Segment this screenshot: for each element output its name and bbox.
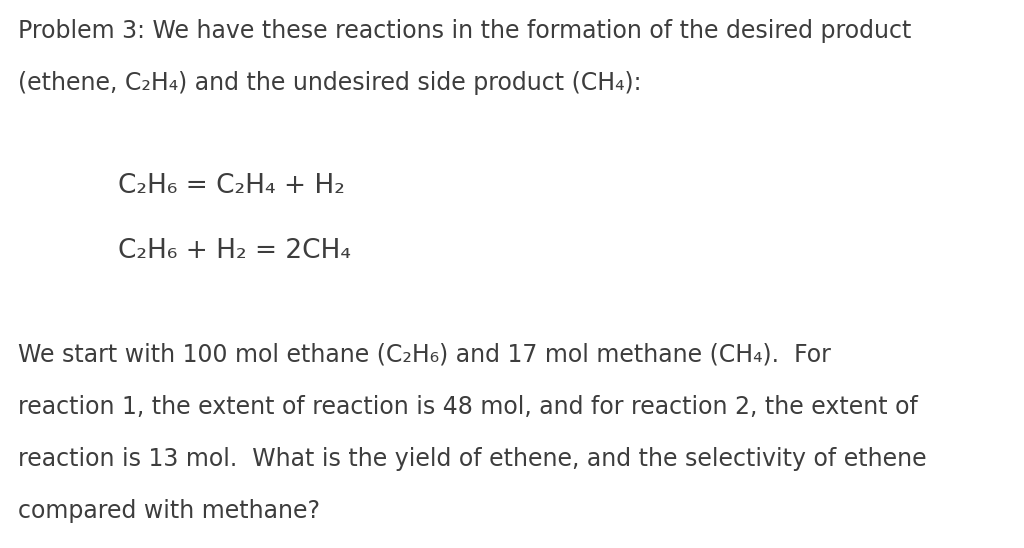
Text: We start with 100 mol ethane (C₂H₆) and 17 mol methane (CH₄).  For: We start with 100 mol ethane (C₂H₆) and … xyxy=(18,342,831,367)
Text: Problem 3: We have these reactions in the formation of the desired product: Problem 3: We have these reactions in th… xyxy=(18,19,911,43)
Text: C₂H₆ = C₂H₄ + H₂: C₂H₆ = C₂H₄ + H₂ xyxy=(118,173,345,198)
Text: reaction 1, the extent of reaction is 48 mol, and for reaction 2, the extent of: reaction 1, the extent of reaction is 48… xyxy=(18,395,919,419)
Text: (ethene, C₂H₄) and the undesired side product (CH₄):: (ethene, C₂H₄) and the undesired side pr… xyxy=(18,71,642,95)
Text: reaction is 13 mol.  What is the yield of ethene, and the selectivity of ethene: reaction is 13 mol. What is the yield of… xyxy=(18,447,927,471)
Text: compared with methane?: compared with methane? xyxy=(18,499,321,523)
Text: C₂H₆ + H₂ = 2CH₄: C₂H₆ + H₂ = 2CH₄ xyxy=(118,238,351,264)
